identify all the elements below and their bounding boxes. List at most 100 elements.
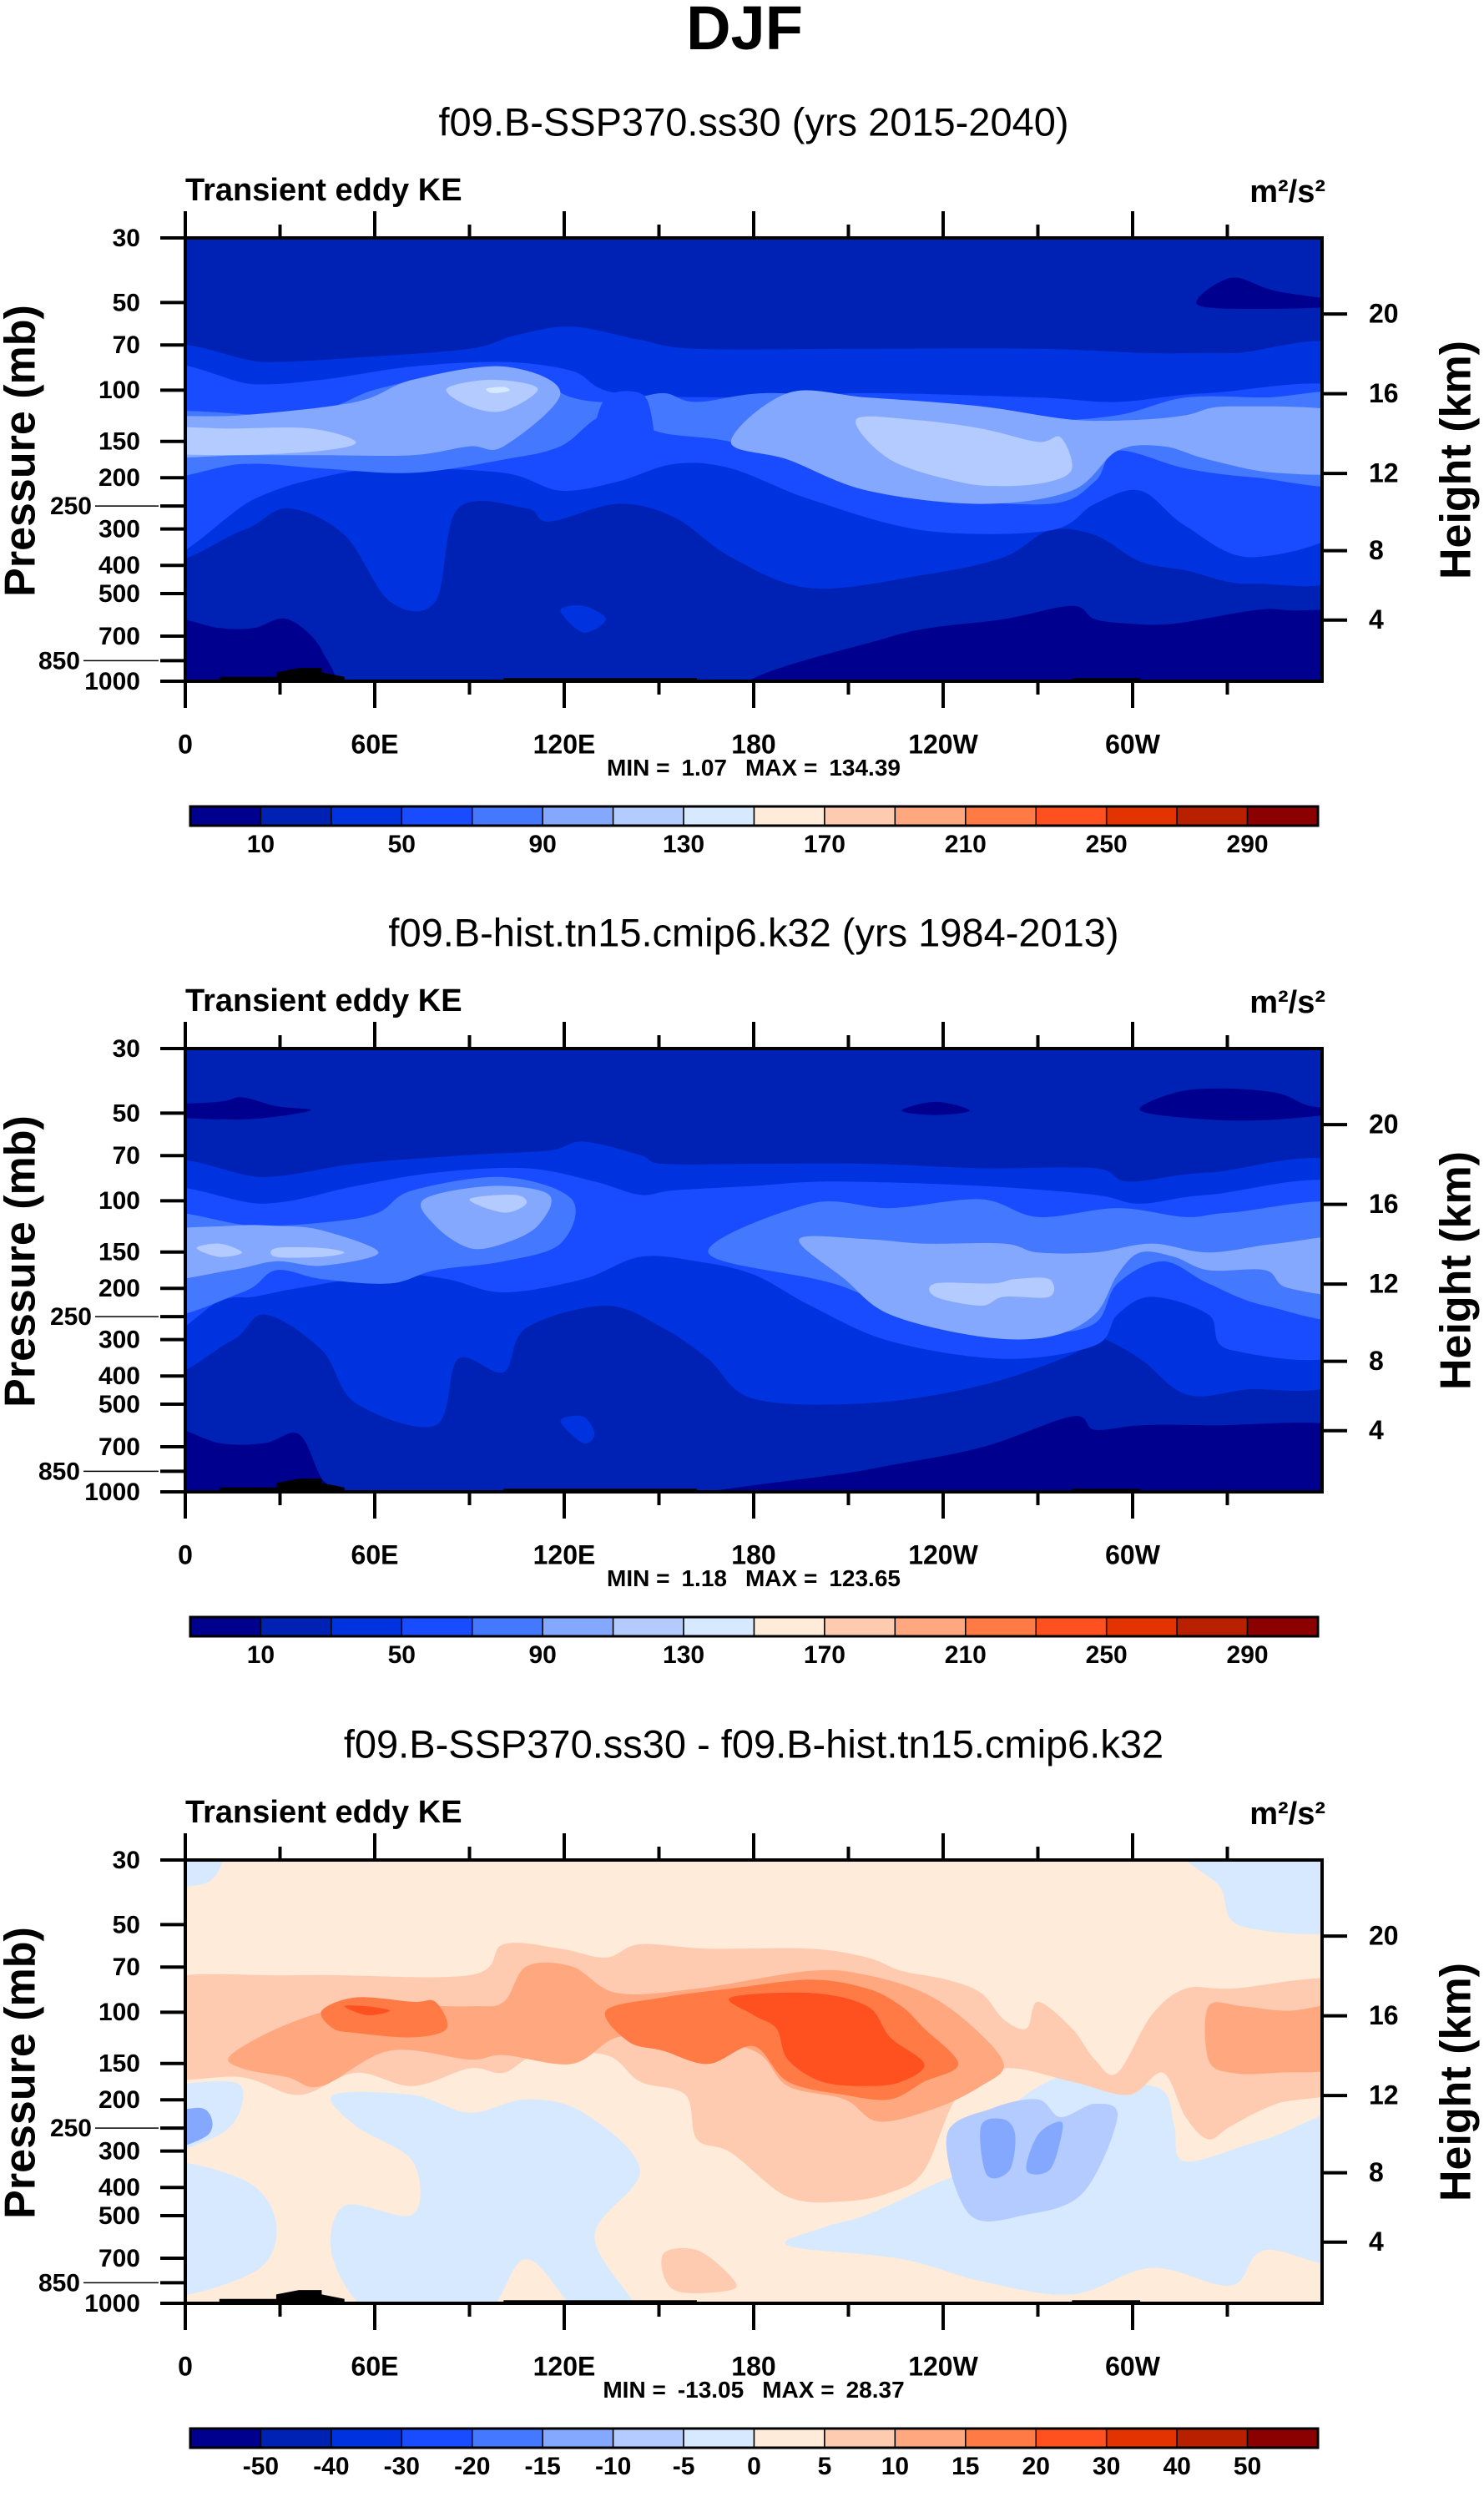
x-tick-label: 120E [533, 729, 596, 759]
colorbar-swatch [683, 2428, 755, 2449]
colorbar-tick-label: 170 [804, 831, 845, 858]
height-tick-label: 4 [1369, 2226, 1384, 2257]
y-tick-label: 850 [38, 2269, 80, 2297]
y-tick-label: 100 [98, 1187, 140, 1215]
y-tick-label: 50 [113, 289, 140, 316]
y-tick-label: 100 [98, 1999, 140, 2026]
y-axis-title: Pressure (mb) [0, 1927, 45, 2219]
y-tick-label: 300 [98, 516, 140, 543]
colorbar-tick-label: 250 [1086, 831, 1128, 858]
y-tick-label: 400 [98, 552, 140, 579]
contour-fill-band-0 [749, 605, 1322, 681]
contour-fill-band-5 [980, 2118, 1016, 2179]
y-tick-label: 850 [38, 647, 80, 675]
x-tick-label: 120E [533, 2351, 596, 2381]
stats-min-label: MIN = [607, 755, 669, 781]
contour-panel-2: f09.B-hist.tn15.cmip6.k32 (yrs 1984-2013… [0, 910, 1481, 1669]
stats-min-value: 1.07 [681, 755, 727, 781]
x-tick-label: 180 [731, 1539, 775, 1569]
y-tick-label: 500 [98, 1391, 140, 1418]
y-tick-label: 1000 [84, 2290, 140, 2317]
contour-fill-band-3 [593, 391, 655, 462]
min-max-stats: MIN = 1.18 MAX = 123.65 [607, 1565, 901, 1591]
x-tick-label: 60W [1105, 2351, 1161, 2381]
colorbar-swatch [189, 2428, 262, 2449]
y-tick-label: 500 [98, 580, 140, 608]
units-label: m²/s² [1249, 174, 1325, 210]
y-tick-label: 150 [98, 428, 140, 456]
y-tick-label: 200 [98, 1275, 140, 1302]
x-tick-label: 60W [1105, 1539, 1161, 1569]
colorbar-swatch [1105, 2428, 1178, 2449]
y-tick-label: 300 [98, 2138, 140, 2166]
variable-label: Transient eddy KE [185, 173, 462, 208]
colorbar-tick-label: -5 [673, 2453, 695, 2480]
colorbar-tick-label: 50 [388, 831, 416, 858]
height-tick-label: 12 [1369, 2080, 1399, 2110]
contour-fill-band-0 [1139, 1088, 1322, 1121]
y-tick-label: 700 [98, 623, 140, 650]
x-tick-label: 120W [908, 2351, 978, 2381]
min-max-stats: MIN = -13.05 MAX = 28.37 [603, 2377, 904, 2403]
colorbar-swatch [612, 2428, 684, 2449]
contour-fill-band-6 [856, 416, 1073, 487]
contour-fill-band-0 [1196, 277, 1322, 310]
colorbar-tick-label: 290 [1227, 831, 1269, 858]
colorbar: 10 50 90 130 170 210 250 290 [189, 805, 1320, 858]
y-tick-label: 70 [113, 1954, 140, 1981]
colorbar-tick-label: 130 [663, 1641, 704, 1669]
stats-min-label: MIN = [607, 1565, 669, 1591]
y-tick-label: 250 [50, 1303, 92, 1331]
contour-fill-band-10 [1204, 2002, 1322, 2075]
colorbar-swatch [401, 2428, 473, 2449]
contour-fill-band-7 [1185, 1860, 1322, 1934]
colorbar-swatch [542, 2428, 614, 2449]
contour-fill-band-7 [486, 387, 510, 393]
colorbar-frame [189, 2427, 1320, 2449]
contour-fill-band-5 [799, 1236, 1322, 1340]
stats-max-label: MAX = [762, 2377, 834, 2403]
y-tick-label: 30 [113, 1847, 140, 1874]
colorbar-swatch [894, 2428, 967, 2449]
y-tick-label: 200 [98, 2086, 140, 2114]
stats-max-value: 134.39 [829, 755, 901, 781]
stats-max-label: MAX = [745, 1565, 817, 1591]
x-tick-label: 0 [178, 2351, 193, 2381]
x-tick-label: 180 [731, 729, 775, 759]
y2-axis-title: Height (km) [1432, 1151, 1481, 1390]
y-tick-label: 700 [98, 2245, 140, 2272]
colorbar-swatch [753, 2428, 825, 2449]
topography-mask [219, 668, 345, 681]
colorbar: 10 50 90 130 170 210 250 290 [189, 1615, 1320, 1669]
colorbar-swatch [1176, 2428, 1249, 2449]
y-tick-label: 50 [113, 1911, 140, 1938]
units-label: m²/s² [1249, 1797, 1325, 1832]
height-tick-label: 16 [1369, 2000, 1399, 2030]
topography-mask [219, 1478, 345, 1492]
colorbar-swatch [331, 2428, 403, 2449]
colorbar-tick-label: -30 [384, 2453, 420, 2480]
contour-fill-band-9 [661, 2247, 737, 2293]
colorbar-swatch [1246, 2428, 1319, 2449]
y-tick-label: 200 [98, 464, 140, 492]
colorbar-tick-label: 15 [951, 2453, 979, 2480]
stats-max-value: 28.37 [846, 2377, 905, 2403]
x-tick-label: 0 [178, 1539, 193, 1569]
colorbar-tick-label: 50 [388, 1641, 416, 1669]
colorbar-swatch [260, 2428, 332, 2449]
height-tick-label: 16 [1369, 378, 1399, 408]
x-tick-label: 120W [908, 1539, 978, 1569]
y-tick-label: 150 [98, 1239, 140, 1266]
colorbar-tick-label: 170 [804, 1641, 845, 1669]
contour-fill-band-6 [270, 1246, 345, 1258]
contour-panel-1: f09.B-SSP370.ss30 (yrs 2015-2040) Transie… [0, 99, 1481, 858]
y-axis-title: Pressure (mb) [0, 1115, 45, 1408]
min-max-stats: MIN = 1.07 MAX = 134.39 [607, 755, 901, 781]
y-tick-label: 300 [98, 1327, 140, 1354]
contour-fill-band-0 [185, 618, 336, 681]
colorbar-tick-label: 5 [818, 2453, 832, 2480]
colorbar-tick-label: 130 [663, 831, 704, 858]
contour-fill-band-12 [344, 2005, 391, 2015]
colorbar-swatch [965, 2428, 1037, 2449]
contour-panel-3: f09.B-SSP370.ss30 - f09.B-hist.tn15.cmip… [0, 1721, 1481, 2480]
